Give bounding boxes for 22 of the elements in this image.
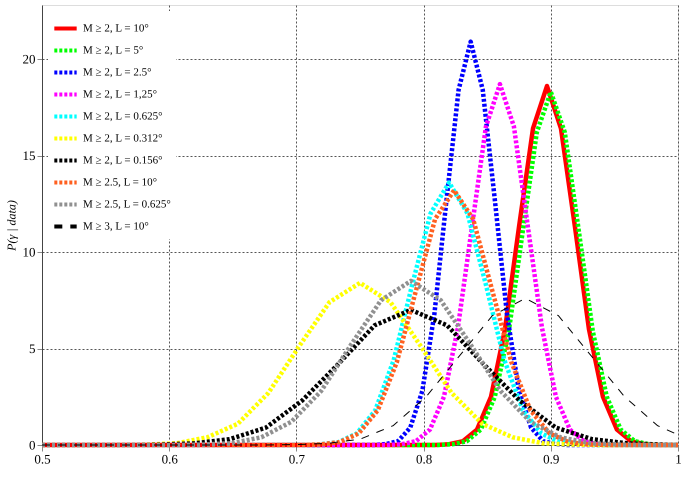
legend-label: M ≥ 2, L = 0.625° (83, 110, 162, 122)
legend-label: M ≥ 2, L = 1,25° (83, 88, 157, 100)
y-tick-label: 10 (22, 244, 36, 260)
legend-label: M ≥ 2, L = 0.312° (83, 132, 162, 144)
legend-label: M ≥ 2, L = 10° (83, 22, 149, 34)
y-tick-label: 5 (29, 341, 36, 356)
y-tick-label: 15 (22, 148, 36, 164)
legend-label: M ≥ 2, L = 2.5° (83, 66, 152, 78)
legend-label: M ≥ 2.5, L = 0.625° (83, 198, 171, 210)
legend-label: M ≥ 3, L = 10° (83, 220, 149, 232)
legend-label: M ≥ 2, L = 0.156° (83, 154, 162, 166)
y-tick-label: 20 (22, 52, 36, 67)
x-tick-label: 0.7 (288, 452, 306, 466)
x-tick-label: 1 (675, 452, 682, 466)
y-tick-label: 0 (29, 438, 36, 452)
legend-label: M ≥ 2, L = 5° (83, 44, 144, 56)
legend-label: M ≥ 2.5, L = 10° (83, 176, 157, 188)
y-axis-title: P(γ | data) (4, 200, 18, 252)
x-tick-label: 0.8 (416, 452, 432, 466)
x-tick-label: 0.5 (34, 452, 51, 466)
x-tick-label: 0.6 (162, 452, 178, 466)
x-tick-label: 0.9 (543, 452, 560, 466)
